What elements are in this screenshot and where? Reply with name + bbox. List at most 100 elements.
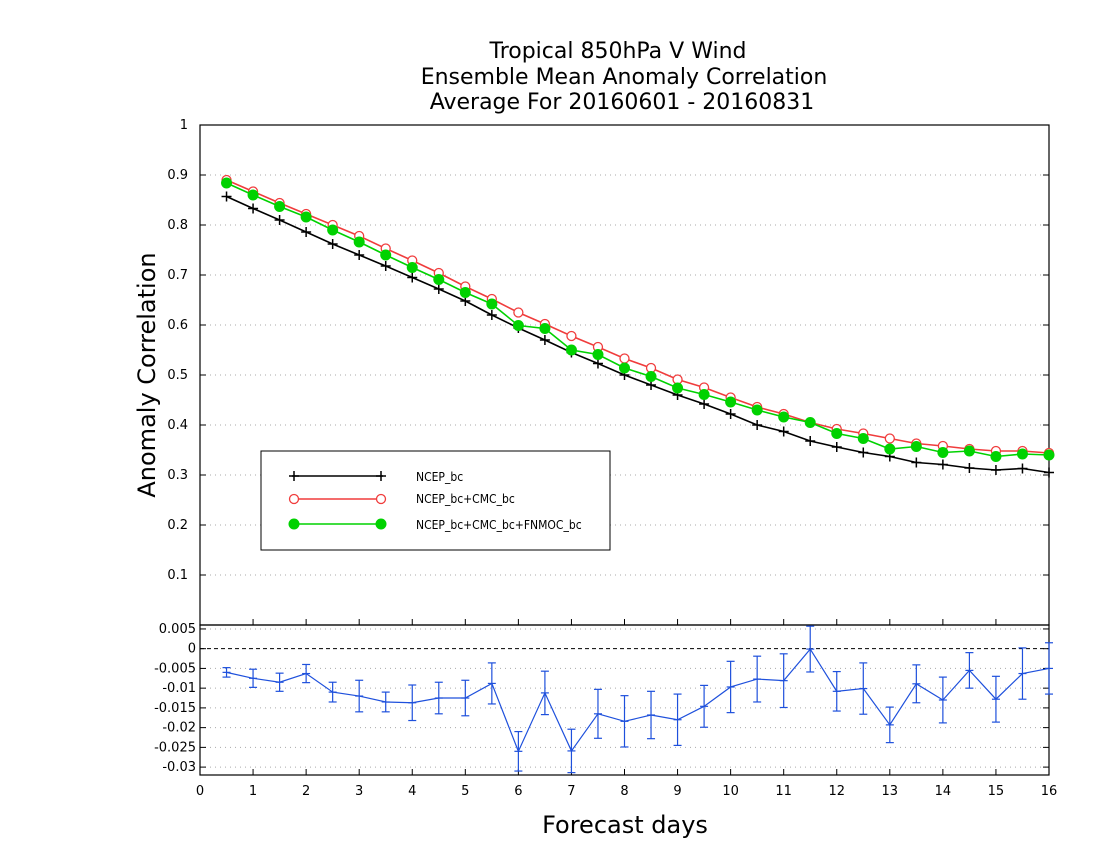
- x-tick-label: 2: [302, 784, 310, 799]
- chart-title-line-1: Tropical 850hPa V Wind: [488, 39, 746, 64]
- diff-y-tick-label: -0.015: [154, 701, 196, 716]
- x-tick-label: 12: [828, 784, 845, 799]
- series-point-ncep-cmc-fnmoc: [247, 189, 259, 201]
- series-point-ncep-cmc-fnmoc: [300, 211, 312, 223]
- diff-y-tick-label: -0.02: [162, 721, 196, 736]
- series-point-ncep-cmc-fnmoc: [963, 445, 975, 457]
- series-point-ncep-cmc-fnmoc: [486, 298, 498, 310]
- y-axis-title: Anomaly Correlation: [133, 252, 161, 497]
- series-point-ncep-cmc: [566, 330, 577, 342]
- series-point-ncep-cmc: [884, 433, 895, 444]
- y-tick-label: 1: [180, 118, 188, 133]
- x-tick-label: 15: [988, 784, 1005, 799]
- series-point-ncep-cmc-fnmoc: [831, 428, 843, 439]
- series-point-ncep-bc: [805, 436, 816, 446]
- x-tick-label: 9: [673, 784, 681, 799]
- series-point-ncep-cmc-fnmoc: [327, 224, 339, 236]
- diff-line: [226, 648, 1050, 753]
- y-tick-label: 0.4: [167, 418, 188, 433]
- y-tick-label: 0.9: [167, 168, 188, 183]
- y-tick-label: 0.8: [167, 218, 188, 233]
- series-point-ncep-cmc-fnmoc: [751, 404, 763, 416]
- x-tick-label: 6: [514, 784, 522, 799]
- x-tick-label: 14: [935, 784, 952, 799]
- series-point-ncep-cmc-fnmoc: [380, 249, 392, 261]
- series-point-ncep-cmc-fnmoc: [857, 433, 869, 444]
- legend-marker-ncep-cmc: [288, 493, 300, 505]
- series-lines: [221, 174, 1055, 478]
- legend-label-ncep-bc: NCEP_bc: [416, 470, 463, 484]
- x-tick-label: 8: [620, 784, 628, 799]
- series-point-ncep-bc: [778, 426, 789, 437]
- legend-label-ncep-cmc: NCEP_bc+CMC_bc: [416, 492, 515, 506]
- series-point-ncep-cmc-fnmoc: [619, 362, 630, 374]
- series-line-ncep-cmc: [226, 179, 1050, 454]
- series-point-ncep-bc: [858, 447, 869, 458]
- series-point-ncep-cmc: [619, 353, 630, 364]
- series-point-ncep-cmc-fnmoc: [221, 177, 233, 189]
- series-point-ncep-bc: [354, 250, 365, 260]
- series-point-ncep-cmc-fnmoc: [645, 371, 657, 382]
- x-tick-label: 4: [408, 784, 416, 799]
- series-point-ncep-cmc-fnmoc: [565, 344, 577, 356]
- series-point-ncep-cmc-fnmoc: [1043, 449, 1055, 461]
- x-tick-label: 10: [722, 784, 739, 799]
- series-point-ncep-cmc-fnmoc: [672, 382, 684, 394]
- y-tick-label: 0.5: [167, 368, 188, 383]
- series-point-ncep-bc: [274, 215, 285, 225]
- series-line-ncep-bc: [226, 195, 1050, 474]
- series-point-ncep-bc: [539, 335, 550, 345]
- series-point-ncep-cmc-fnmoc: [725, 396, 737, 408]
- series-point-ncep-bc: [699, 399, 710, 409]
- chart-title-line-2: Ensemble Mean Anomaly Correlation: [421, 65, 828, 90]
- x-tick-label: 11: [775, 784, 792, 799]
- series-point-ncep-cmc-fnmoc: [804, 417, 816, 428]
- series-point-ncep-bc: [937, 459, 948, 470]
- plot-frames: [199, 124, 1050, 776]
- legend-marker-ncep-cmc-fnmoc: [375, 518, 387, 530]
- legend: NCEP_bc NCEP_bc+CMC_bc NCEP_bc+CMC_bc+FN…: [260, 450, 611, 551]
- series-point-ncep-bc: [1017, 463, 1028, 474]
- diff-y-tick-label: 0.005: [159, 622, 196, 637]
- series-point-ncep-cmc-fnmoc: [459, 287, 471, 298]
- series-point-ncep-bc: [1044, 467, 1054, 478]
- chart-title-line-3: Average For 20160601 - 20160831: [430, 90, 815, 115]
- x-tick-label: 16: [1041, 784, 1058, 799]
- series-point-ncep-cmc-fnmoc: [433, 274, 445, 285]
- series-point-ncep-bc: [407, 272, 418, 283]
- series-point-ncep-cmc-fnmoc: [778, 411, 790, 423]
- legend-box: [260, 450, 611, 551]
- series-point-ncep-cmc-fnmoc: [990, 451, 1002, 462]
- series-point-ncep-bc: [248, 203, 259, 214]
- y-tick-label: 0.6: [167, 318, 188, 333]
- series-point-ncep-cmc-fnmoc: [512, 320, 524, 331]
- series-point-ncep-cmc-fnmoc: [406, 262, 418, 273]
- series-point-ncep-bc: [831, 442, 842, 452]
- series-point-ncep-bc: [433, 284, 444, 294]
- diff-y-tick-label: -0.03: [162, 760, 196, 775]
- legend-marker-ncep-cmc-fnmoc: [288, 518, 300, 530]
- legend-marker-ncep-cmc: [375, 493, 387, 505]
- series-point-ncep-bc: [486, 310, 497, 320]
- series-point-ncep-cmc-fnmoc: [698, 389, 710, 400]
- series-point-ncep-cmc-fnmoc: [539, 323, 551, 334]
- legend-marker-ncep-bc: [376, 471, 386, 481]
- series-point-ncep-bc: [380, 261, 391, 271]
- series-point-ncep-bc: [301, 227, 312, 237]
- series-point-ncep-bc: [592, 358, 603, 369]
- x-tick-label: 0: [196, 784, 204, 799]
- x-tick-label: 3: [355, 784, 363, 799]
- series-point-ncep-cmc-fnmoc: [274, 201, 286, 212]
- diff-plot-frame: [199, 624, 1050, 776]
- x-tick-label: 5: [461, 784, 469, 799]
- y-tick-label: 0.2: [167, 518, 188, 533]
- series-point-ncep-cmc-fnmoc: [884, 443, 896, 455]
- series-point-ncep-bc: [221, 191, 232, 202]
- series-point-ncep-cmc-fnmoc: [353, 236, 365, 248]
- x-tick-label: 1: [249, 784, 257, 799]
- y-tick-label: 0.1: [167, 568, 188, 583]
- difference-panel: [222, 625, 1053, 774]
- y-tick-label: 0.3: [167, 468, 188, 483]
- series-point-ncep-bc: [911, 457, 922, 468]
